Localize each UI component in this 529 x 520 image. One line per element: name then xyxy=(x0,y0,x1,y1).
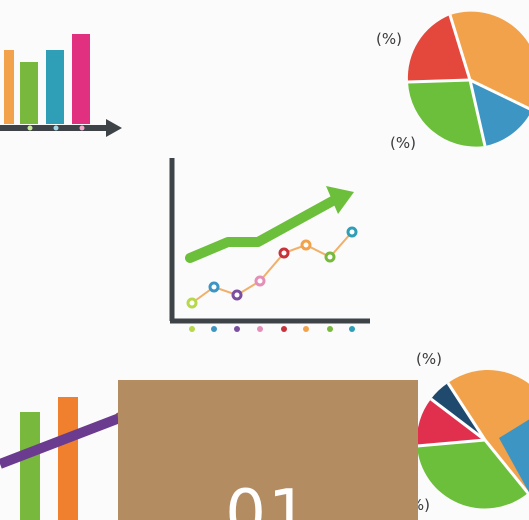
bar-green xyxy=(20,412,40,520)
overlay-card: 01 xyxy=(118,380,418,520)
trend-arrow-shaft xyxy=(185,193,343,263)
center-line-chart xyxy=(169,158,370,332)
overlay-number: 01 xyxy=(225,477,311,520)
top-right-pie-chart xyxy=(407,11,529,147)
bar-pink xyxy=(72,34,90,124)
bar-orange xyxy=(58,397,78,520)
bar-green xyxy=(20,62,38,124)
bottom-right-pie-chart xyxy=(416,370,529,509)
axis-arrowhead xyxy=(106,119,122,137)
bar-orange xyxy=(4,50,14,124)
percent-label: (%) xyxy=(376,30,402,48)
diagonal-arrow-purple xyxy=(0,409,132,469)
percent-label: (%) xyxy=(416,350,442,368)
top-left-bar-chart xyxy=(0,34,122,137)
trend-arrowhead xyxy=(326,186,354,214)
percent-label: (%) xyxy=(390,134,416,152)
bar-teal xyxy=(46,50,64,124)
